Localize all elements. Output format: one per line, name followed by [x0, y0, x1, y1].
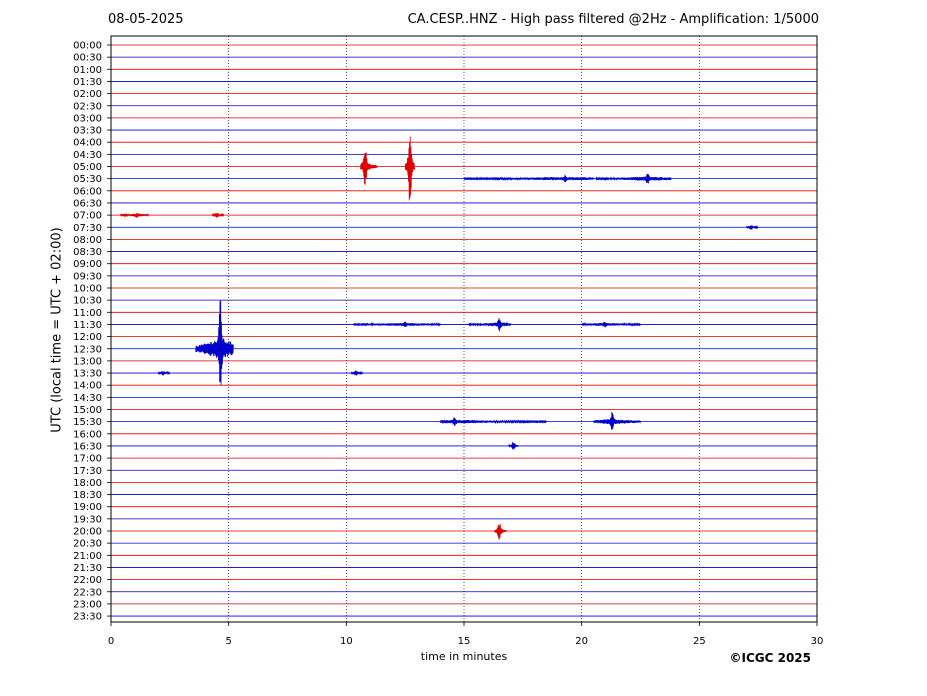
- x-axis-label: time in minutes: [420, 650, 508, 663]
- y-tick-label: 15:00: [73, 405, 102, 416]
- y-tick-label: 22:30: [73, 587, 102, 598]
- event-1630: [508, 442, 519, 450]
- x-tick-label: 20: [575, 636, 588, 647]
- y-tick-label: 07:30: [73, 223, 102, 234]
- event-2000: [494, 524, 507, 540]
- event-0530: [595, 173, 672, 184]
- x-tick-label: 25: [693, 636, 706, 647]
- y-axis-label: UTC (local time = UTC + 02:00): [49, 227, 65, 433]
- event-1530: [593, 411, 641, 430]
- y-tick-label: 07:00: [73, 211, 102, 222]
- event-1230: [195, 300, 234, 386]
- y-tick-label: 11:00: [73, 308, 102, 319]
- y-tick-label: 10:30: [73, 296, 102, 307]
- event-0530: [463, 174, 594, 183]
- y-tick-label: 17:30: [73, 466, 102, 477]
- y-tick-label: 00:00: [73, 41, 102, 52]
- x-tick-label: 10: [340, 636, 353, 647]
- y-tick-label: 20:00: [73, 527, 102, 538]
- trace-lines: [111, 44, 817, 617]
- y-tick-label: 16:30: [73, 441, 102, 452]
- copyright: ©ICGC 2025: [729, 651, 811, 665]
- y-tick-label: 12:30: [73, 344, 102, 355]
- event-0730: [746, 225, 759, 230]
- y-tick-label: 02:00: [73, 89, 102, 100]
- y-tick-label: 21:30: [73, 563, 102, 574]
- x-tick-label: 0: [108, 636, 114, 647]
- y-tick-label: 21:00: [73, 551, 102, 562]
- y-tick-label: 03:30: [73, 126, 102, 137]
- x-axis: 0 5 10 15 20 25 30: [108, 622, 824, 647]
- y-tick-label: 23:00: [73, 599, 102, 610]
- y-tick-label: 14:00: [73, 381, 102, 392]
- y-tick-label: 06:00: [73, 186, 102, 197]
- chart-date: 08-05-2025: [108, 12, 184, 27]
- y-tick-label: 12:00: [73, 332, 102, 343]
- y-tick-label: 09:30: [73, 271, 102, 282]
- y-tick-label: 11:30: [73, 320, 102, 331]
- event-1130: [468, 317, 512, 332]
- event-0700: [211, 212, 225, 218]
- y-tick-label: 02:30: [73, 101, 102, 112]
- y-tick-label: 01:00: [73, 65, 102, 76]
- y-tick-label: 06:30: [73, 198, 102, 209]
- event-0500: [360, 152, 378, 185]
- y-tick-label: 08:30: [73, 247, 102, 258]
- grid-lines: [228, 36, 700, 622]
- y-tick-label: 00:30: [73, 53, 102, 64]
- event-1130: [581, 321, 641, 328]
- event-1130: [353, 321, 441, 327]
- x-tick-label: 5: [225, 636, 231, 647]
- y-tick-label: 10:00: [73, 284, 102, 295]
- y-tick-label: 23:30: [73, 612, 102, 623]
- y-tick-label: 01:30: [73, 77, 102, 88]
- y-tick-label: 03:00: [73, 113, 102, 124]
- y-tick-label: 18:30: [73, 490, 102, 501]
- y-tick-label: 14:30: [73, 393, 102, 404]
- y-tick-label: 17:00: [73, 454, 102, 465]
- y-tick-label: 19:00: [73, 502, 102, 513]
- y-tick-label: 20:30: [73, 539, 102, 550]
- chart-title: CA.CESP..HNZ - High pass filtered @2Hz -…: [407, 12, 819, 27]
- event-0500: [404, 136, 415, 201]
- y-tick-label: 19:30: [73, 514, 102, 525]
- y-tick-label: 08:00: [73, 235, 102, 246]
- y-tick-label: 13:30: [73, 369, 102, 380]
- y-tick-label: 04:30: [73, 150, 102, 161]
- x-tick-label: 15: [458, 636, 471, 647]
- y-tick-label: 04:00: [73, 138, 102, 149]
- y-tick-label: 16:00: [73, 429, 102, 440]
- x-tick-label: 30: [811, 636, 824, 647]
- y-tick-label: 09:00: [73, 259, 102, 270]
- y-tick-label: 15:30: [73, 417, 102, 428]
- y-tick-label: 18:00: [73, 478, 102, 489]
- seismic-events: [120, 136, 759, 540]
- y-tick-label: 05:30: [73, 174, 102, 185]
- y-tick-label: 05:00: [73, 162, 102, 173]
- y-tick-label: 22:00: [73, 575, 102, 586]
- y-tick-label: 13:00: [73, 356, 102, 367]
- event-1330: [157, 370, 171, 376]
- event-0700: [120, 212, 150, 219]
- event-1530: [440, 417, 547, 427]
- event-1330: [350, 370, 364, 376]
